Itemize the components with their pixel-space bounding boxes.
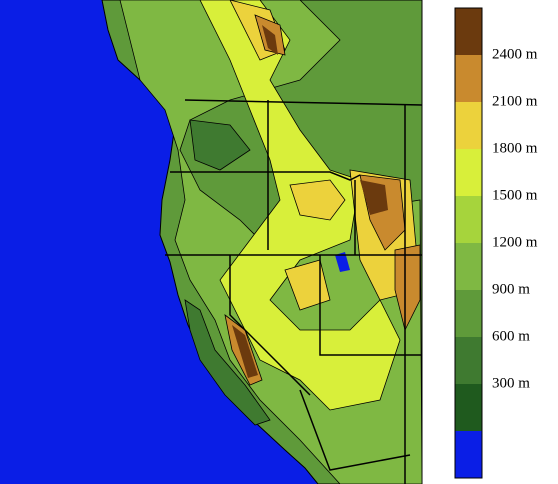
colorbar-label: 2100 m bbox=[492, 93, 538, 109]
colorbar-swatch bbox=[455, 384, 482, 431]
colorbar-frame bbox=[454, 7, 483, 479]
colorbar-swatch bbox=[455, 8, 482, 55]
colorbar-swatch bbox=[455, 290, 482, 337]
lake bbox=[335, 252, 350, 272]
colorbar-label: 600 m bbox=[492, 328, 530, 344]
colorbar-label: 1200 m bbox=[492, 234, 538, 250]
colorbar-swatch bbox=[455, 102, 482, 149]
colorbar-swatch bbox=[455, 431, 482, 478]
colorbar-label: 300 m bbox=[492, 375, 530, 391]
colorbar-swatch bbox=[455, 55, 482, 102]
colorbar-label: 1500 m bbox=[492, 187, 538, 203]
colorbar-swatch bbox=[455, 243, 482, 290]
colorbar-label: 900 m bbox=[492, 281, 530, 297]
colorbar: 2400 m 2100 m 1800 m 1500 m 1200 m 900 m 600 m… bbox=[454, 7, 538, 479]
terrain-orange bbox=[229, 0, 421, 311]
colorbar-swatch bbox=[455, 196, 482, 243]
coast-lowland bbox=[184, 119, 271, 426]
colorbar-label: 1800 m bbox=[492, 140, 538, 156]
colorbar-swatch bbox=[455, 337, 482, 384]
colorbar-label: 2400 m bbox=[492, 46, 538, 62]
borders bbox=[165, 99, 423, 484]
map bbox=[0, 0, 423, 484]
colorbar-swatch bbox=[455, 149, 482, 196]
